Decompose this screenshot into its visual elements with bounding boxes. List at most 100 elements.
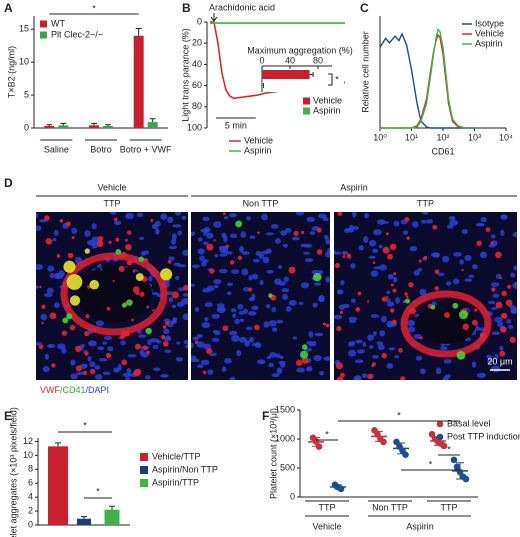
nucleus [292, 336, 298, 340]
nucleus [197, 237, 203, 242]
micrograph [191, 212, 330, 380]
nucleus [91, 223, 97, 230]
vwf-signal [371, 364, 374, 368]
vwf-signal [301, 230, 305, 234]
nucleus [170, 238, 177, 245]
nucleus [325, 238, 330, 245]
vwf-signal [147, 264, 150, 267]
nucleus [249, 235, 256, 240]
nucleus [242, 287, 251, 292]
nucleus [285, 306, 292, 312]
nucleus [218, 245, 228, 250]
vwf-signal [385, 232, 389, 236]
nucleus [239, 246, 244, 253]
nucleus [387, 273, 394, 280]
vwf-signal [112, 279, 115, 283]
vwf-signal [229, 260, 235, 265]
nucleus [191, 358, 200, 363]
significance: * [325, 429, 329, 439]
nucleus [259, 279, 264, 286]
legend-swatch [40, 31, 47, 39]
vwf-signal [38, 344, 44, 349]
nucleus [107, 346, 114, 352]
nucleus [219, 253, 228, 257]
nucleus [372, 331, 377, 336]
vwf-signal [65, 221, 71, 227]
y-tick-label: 2 [28, 505, 33, 515]
nucleus [261, 213, 268, 221]
nucleus [44, 353, 50, 360]
legend-label: Aspirin [475, 38, 503, 48]
nucleus [245, 326, 253, 331]
nucleus [334, 251, 342, 255]
bar [103, 126, 113, 128]
nucleus [449, 219, 459, 226]
nucleus [214, 253, 219, 258]
nucleus [49, 273, 55, 279]
nucleus [238, 310, 245, 315]
nucleus [182, 292, 188, 297]
vwf-signal [499, 350, 506, 357]
nucleus [71, 227, 78, 234]
legend-label: Aspirin/Non TTP [152, 464, 218, 474]
error-bar [309, 72, 314, 77]
vwf-signal [337, 212, 343, 216]
nucleus [249, 336, 254, 343]
nucleus [171, 304, 177, 309]
nucleus [223, 216, 229, 220]
nucleus [487, 300, 496, 305]
vwf-signal [340, 372, 345, 378]
histogram-line [379, 32, 475, 129]
dot [402, 451, 409, 458]
nucleus [281, 288, 290, 293]
vwf-signal [372, 261, 376, 265]
panel-letter: A [4, 1, 13, 15]
platelet-signal [66, 274, 83, 290]
condition-label: Non TTP [243, 198, 279, 208]
x-tick-label: TTP [319, 502, 336, 512]
inset-box [252, 45, 344, 92]
nucleus [295, 212, 305, 216]
x-tick-label: TTP [441, 502, 458, 512]
nucleus [499, 345, 504, 351]
nucleus [411, 221, 419, 228]
vwf-signal [132, 286, 140, 294]
nucleus [164, 349, 172, 353]
nucleus [242, 308, 248, 314]
micrograph [334, 212, 517, 380]
nucleus [276, 367, 283, 375]
nucleus [443, 359, 452, 364]
nucleus [387, 301, 395, 307]
vwf-signal [254, 324, 260, 331]
nucleus [491, 306, 498, 310]
nucleus [278, 360, 286, 365]
vwf-signal [89, 368, 96, 375]
nucleus [172, 317, 178, 321]
nucleus [120, 340, 127, 346]
platelet-signal [84, 248, 90, 254]
nucleus [309, 231, 316, 235]
nucleus [125, 377, 131, 380]
vwf-signal [301, 357, 309, 364]
platelet-signal [66, 313, 73, 320]
nucleus [338, 304, 346, 310]
nucleus [155, 228, 160, 235]
vwf-signal [335, 362, 343, 370]
nucleus [486, 354, 492, 359]
vwf-signal [409, 307, 416, 315]
platelet-signal [458, 310, 468, 320]
vwf-signal [100, 268, 103, 271]
nucleus [61, 347, 67, 354]
vwf-signal [432, 224, 438, 230]
vwf-signal [316, 227, 322, 233]
stain-label: /DAPI [86, 385, 110, 395]
vwf-signal [342, 255, 346, 259]
nucleus [461, 228, 468, 234]
y-tick-label: 4 [28, 492, 33, 502]
nucleus [168, 245, 178, 250]
vwf-signal [124, 331, 131, 337]
vwf-signal [507, 284, 512, 289]
nucleus [468, 274, 475, 278]
nucleus [192, 336, 200, 341]
histogram-line [380, 27, 475, 129]
